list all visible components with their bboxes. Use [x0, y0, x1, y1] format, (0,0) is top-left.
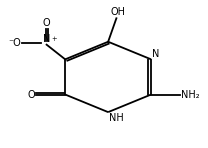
- Text: NH: NH: [109, 113, 124, 123]
- Text: ⁻O: ⁻O: [8, 38, 21, 48]
- Text: O: O: [28, 90, 35, 99]
- Text: +: +: [52, 36, 57, 42]
- Text: N: N: [43, 34, 50, 44]
- Text: N: N: [152, 49, 160, 59]
- Text: NH₂: NH₂: [181, 90, 200, 99]
- Text: O: O: [43, 18, 50, 28]
- Text: OH: OH: [111, 7, 126, 17]
